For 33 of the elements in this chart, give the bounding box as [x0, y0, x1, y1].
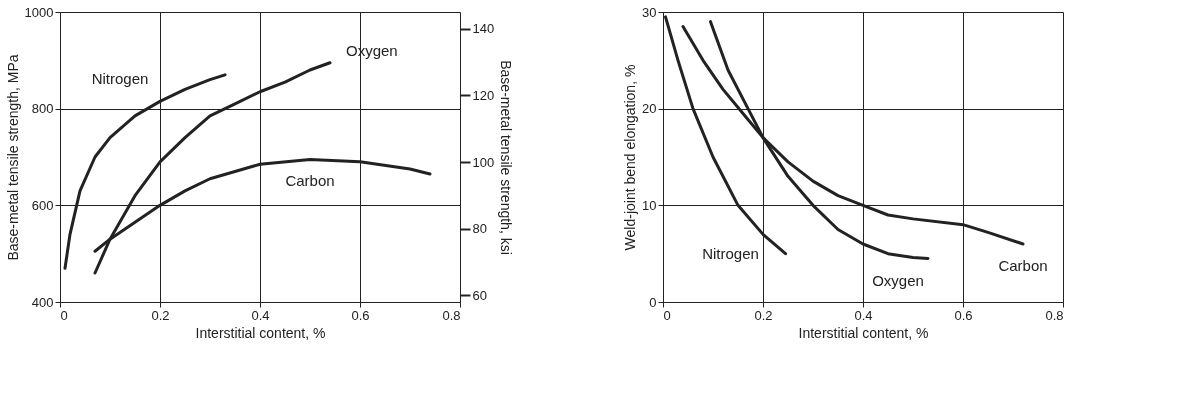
x-tick-label: 0.4	[251, 307, 270, 323]
y-axis-title: Base-metal tensile strength, MPa	[4, 54, 21, 261]
y-tick-label: 600	[31, 197, 54, 213]
series-label: Nitrogen	[91, 70, 149, 88]
x-axis-title: Interstitial content, %	[195, 324, 326, 341]
y2-tick-label: 120	[472, 87, 495, 103]
y-tick-label: 1000	[24, 4, 54, 20]
y2-tick-label: 100	[472, 154, 495, 170]
series-label: Nitrogen	[702, 244, 759, 262]
x-tick-label: 0.6	[954, 307, 973, 323]
x-tick-label: 0.2	[754, 307, 773, 323]
y2-axis-title: Base-metal tensile strength, ksi	[498, 60, 515, 255]
y2-tick-label: 140	[472, 21, 495, 37]
x-tick-label: 0	[663, 307, 671, 323]
y-axis-title: Weld-joint bend elongation, %	[622, 64, 639, 251]
x-tick-label: 0.6	[351, 307, 370, 323]
series-label: Carbon	[285, 172, 335, 190]
x-tick-label: 0.2	[151, 307, 170, 323]
x-tick-label: 0.8	[1045, 307, 1064, 323]
x-tick-label: 0.4	[854, 307, 873, 323]
y2-tick-label: 60	[472, 287, 487, 303]
x-tick-label: 0.8	[442, 307, 461, 323]
x-axis-title: Interstitial content, %	[798, 324, 929, 341]
y-tick-label: 20	[642, 101, 657, 117]
y2-tick-label: 80	[472, 221, 487, 237]
y-tick-label: 10	[642, 197, 657, 213]
y-tick-label: 0	[649, 294, 657, 310]
y-tick-label: 400	[31, 294, 54, 310]
series-label: Carbon	[998, 257, 1048, 274]
series-label: Oxygen	[872, 271, 924, 289]
x-tick-label: 0	[60, 307, 68, 323]
y-tick-label: 800	[31, 101, 54, 117]
y-tick-label: 30	[642, 4, 657, 20]
